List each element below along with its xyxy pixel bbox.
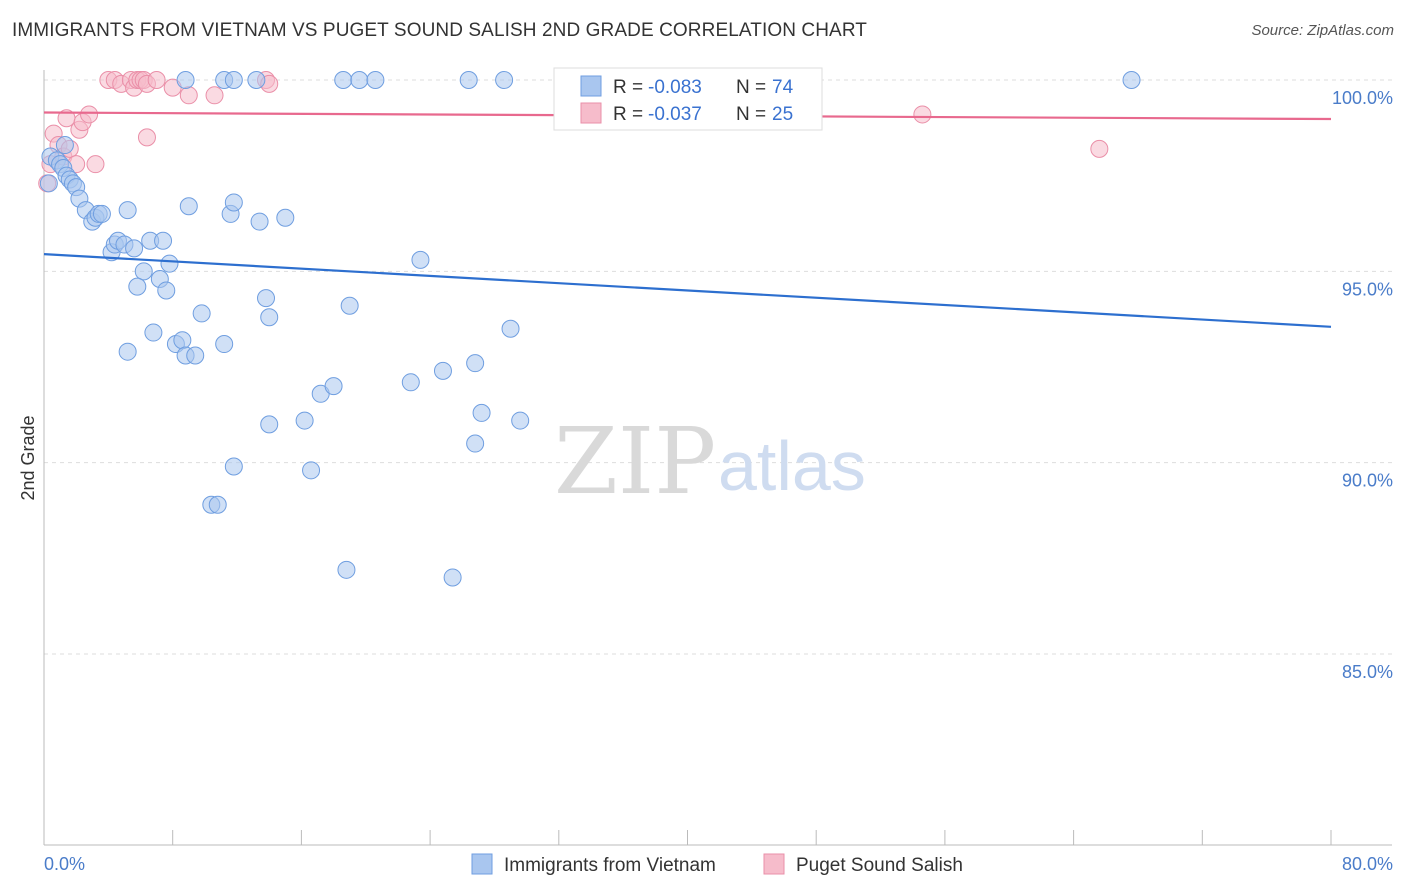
blue-point-22: [154, 231, 173, 250]
blue-point-56: [472, 403, 491, 422]
x-tick-label-1: 80.0%: [1342, 854, 1393, 874]
blue-point-43: [224, 457, 243, 476]
chart-source: Source: ZipAtlas.com: [1251, 22, 1394, 39]
legend-label-salish: Puget Sound Salish: [796, 855, 963, 876]
stats-legend: R = -0.083 N = 74 R = -0.037 N = 25: [553, 67, 823, 131]
blue-point-19: [125, 239, 144, 258]
stats-swatch-pink: [580, 102, 602, 124]
blue-point-72: [39, 174, 58, 193]
stats-r-label-blue: R =: [613, 77, 643, 98]
blue-point-37: [215, 335, 234, 354]
legend-swatch-salish: [763, 853, 785, 875]
x-ticks: [172, 830, 1332, 845]
blue-point-64: [247, 71, 266, 89]
blue-point-65: [334, 71, 353, 89]
blue-point-34: [192, 304, 211, 323]
y-tick-label-2: 90.0%: [1342, 471, 1393, 491]
blue-point-32: [186, 346, 205, 365]
blue-point-28: [118, 342, 137, 361]
blue-point-42: [260, 415, 279, 434]
blue-point-36: [224, 193, 243, 212]
blue-point-73: [55, 136, 74, 155]
blue-point-40: [257, 289, 276, 308]
blue-point-52: [411, 250, 430, 269]
legend-label-vietnam: Immigrants from Vietnam: [504, 855, 716, 876]
stats-n-value-pink: 25: [772, 104, 793, 125]
blue-point-25: [157, 281, 176, 300]
series-immigrants-from-vietnam: [39, 71, 1141, 587]
blue-point-30: [173, 331, 192, 350]
blue-point-66: [350, 71, 369, 89]
blue-point-45: [208, 495, 227, 514]
legend-swatch-vietnam: [471, 853, 493, 875]
gridlines: [44, 79, 1392, 655]
blue-point-27: [144, 323, 163, 342]
bottom-legend: Immigrants from Vietnam Puget Sound Sali…: [471, 853, 963, 876]
stats-swatch-blue: [580, 75, 602, 97]
blue-point-46: [295, 411, 314, 430]
stats-r-value-pink: -0.037: [648, 104, 702, 125]
watermark-atlas: atlas: [718, 427, 866, 505]
blue-point-63: [224, 71, 243, 89]
blue-point-68: [459, 71, 478, 89]
blue-point-20: [134, 262, 153, 281]
blue-point-55: [466, 354, 485, 373]
blue-point-26: [160, 254, 179, 273]
pink-point-25: [205, 86, 224, 105]
blue-point-41: [260, 308, 279, 327]
pink-point-21: [147, 71, 166, 89]
blue-point-58: [511, 411, 530, 430]
y-tick-label-1: 95.0%: [1342, 279, 1393, 299]
pink-point-23: [137, 128, 156, 147]
x-tick-labels: 0.0% 80.0%: [44, 854, 1393, 874]
blue-point-47: [302, 461, 321, 480]
x-tick-label-0: 0.0%: [44, 854, 85, 874]
axes: [43, 70, 1392, 846]
blue-point-60: [443, 568, 462, 587]
stats-r-value-blue: -0.083: [648, 77, 702, 98]
stats-n-value-blue: 74: [772, 77, 794, 98]
blue-point-53: [401, 373, 420, 392]
blue-point-38: [250, 212, 269, 231]
blue-point-39: [276, 208, 295, 227]
stats-n-label-blue: N =: [736, 77, 766, 98]
y-tick-label-0: 100.0%: [1332, 88, 1393, 108]
blue-point-23: [128, 277, 147, 296]
pink-point-29: [1090, 139, 1109, 158]
blue-point-49: [324, 377, 343, 396]
stats-n-label-pink: N =: [736, 104, 766, 125]
blue-point-67: [366, 71, 385, 89]
blue-point-61: [176, 71, 195, 89]
stats-r-label-pink: R =: [613, 104, 643, 125]
chart-title: IMMIGRANTS FROM VIETNAM VS PUGET SOUND S…: [12, 20, 868, 41]
blue-point-57: [501, 319, 520, 338]
pink-point-10: [80, 105, 99, 124]
blue-point-54: [433, 361, 452, 380]
blue-point-50: [340, 296, 359, 315]
blue-point-18: [118, 201, 137, 220]
blue-point-59: [466, 434, 485, 453]
y-tick-labels: 100.0% 95.0% 90.0% 85.0%: [1332, 88, 1393, 682]
blue-point-33: [179, 197, 198, 216]
blue-trend-line: [43, 253, 1332, 328]
blue-point-71: [1122, 71, 1141, 89]
pink-point-11: [86, 155, 105, 174]
pink-point-28: [913, 105, 932, 124]
y-tick-label-3: 85.0%: [1342, 662, 1393, 682]
blue-point-51: [337, 560, 356, 579]
blue-point-69: [495, 71, 514, 89]
watermark-zip: ZIP: [554, 408, 716, 515]
blue-point-13: [92, 204, 111, 223]
y-axis-label: 2nd Grade: [18, 415, 38, 500]
pink-point-24: [179, 86, 198, 105]
